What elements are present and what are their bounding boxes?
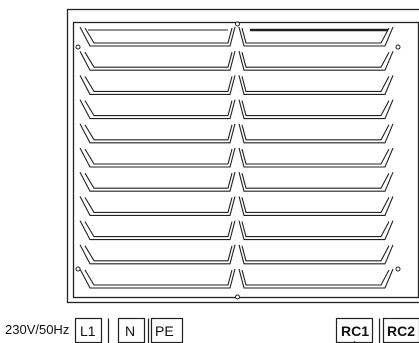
louver-blade-left	[79, 220, 236, 241]
louver-blade-left-inner	[84, 197, 233, 213]
mounting-hole	[75, 266, 81, 272]
terminal-label-n: N	[125, 323, 135, 339]
louver-blade-left-inner	[84, 100, 233, 117]
louver-blade-left	[79, 26, 236, 47]
louver-blade-left	[79, 268, 236, 289]
terminal-label-rc2: RC2	[387, 323, 415, 339]
louver-blade-left-inner	[84, 124, 233, 141]
mounting-hole	[235, 21, 240, 27]
louver-blade-left-inner	[84, 221, 233, 238]
louver-blade-right-inner	[241, 148, 390, 165]
louver-blade-left	[79, 244, 236, 265]
louver-blade-right-inner	[241, 269, 390, 286]
remote-terminal-block: RC1 RC2	[335, 317, 419, 343]
terminal-label-l1: L1	[80, 323, 96, 339]
louver-blade-left-inner	[84, 269, 233, 286]
louver-blade-right-inner	[241, 100, 390, 117]
louver-blade-right	[238, 123, 394, 144]
louver-blade-left	[79, 75, 236, 95]
louver-blade-left-inner	[84, 76, 233, 92]
terminal-label-pe: PE	[155, 323, 174, 339]
mounting-hole	[395, 44, 401, 50]
louver-blade-right	[238, 220, 394, 241]
louver-blade-right	[238, 244, 394, 265]
louver-blade-right	[238, 75, 394, 95]
louver-blade-right	[238, 99, 394, 120]
louver-blade-left	[79, 147, 236, 168]
mounting-hole	[395, 266, 401, 272]
terminal-label-rc1: RC1	[341, 323, 369, 339]
louver-blade-right	[238, 171, 394, 192]
louver-blade-right-inner	[241, 51, 390, 68]
louver-blade-right	[238, 268, 394, 289]
louver-blade-left-inner	[84, 148, 233, 165]
louver-blade-right	[238, 196, 394, 216]
louver-blade-right	[238, 50, 394, 71]
louver-blade-right-inner	[241, 197, 390, 213]
louver-blade-left-inner	[84, 172, 233, 189]
supply-label: 230V/50Hz	[5, 322, 69, 337]
louver-blade-left-inner	[84, 51, 233, 68]
louver-blade-right-inner	[241, 27, 390, 44]
louver-blade-right-inner	[241, 245, 390, 262]
louver-frame	[72, 21, 419, 299]
mounting-hole	[75, 44, 81, 50]
louver-blade-left	[79, 196, 236, 216]
louver-blade-right-inner	[241, 221, 390, 238]
louver-blade-left	[79, 171, 236, 192]
louver-blade-right	[238, 147, 394, 168]
mains-terminal-block: L1 N PE	[74, 317, 184, 343]
louver-blade-left	[79, 50, 236, 71]
louver-blade-left-inner	[84, 245, 233, 262]
louver-blade-right-inner	[241, 124, 390, 141]
louver-blade-left	[79, 99, 236, 120]
louver-blade-right-inner	[241, 76, 390, 92]
louver-blade-left-inner	[84, 27, 233, 44]
louver-blade-left	[79, 123, 236, 144]
mounting-holes	[75, 21, 401, 300]
louver-blade-right	[238, 26, 394, 47]
louver-blade-right-inner	[241, 172, 390, 189]
unit-housing	[66, 8, 419, 304]
louver-blades	[79, 26, 394, 289]
mounting-hole	[235, 294, 240, 300]
